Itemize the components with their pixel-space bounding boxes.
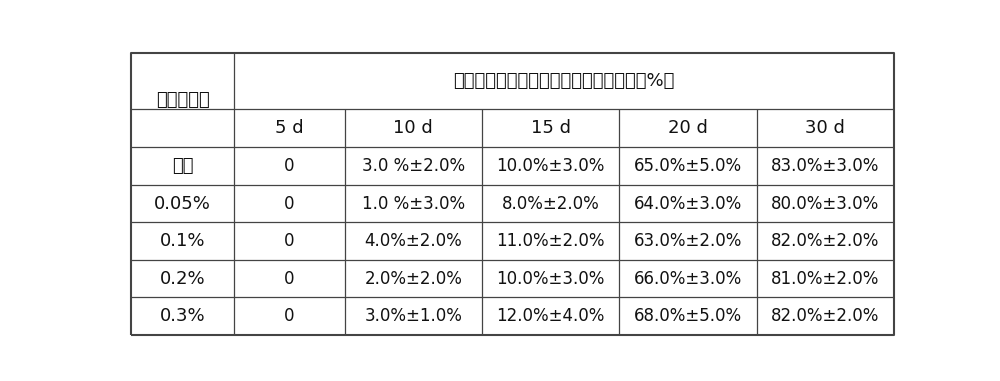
Text: 82.0%±2.0%: 82.0%±2.0% [771,307,879,325]
Text: 30 d: 30 d [805,119,845,138]
Text: 12.0%±4.0%: 12.0%±4.0% [496,307,605,325]
Text: 80.0%±3.0%: 80.0%±3.0% [771,195,879,213]
Text: 对照: 对照 [172,157,193,175]
Text: 15 d: 15 d [531,119,571,138]
Text: 64.0%±3.0%: 64.0%±3.0% [634,195,742,213]
Text: 3.0 %±2.0%: 3.0 %±2.0% [362,157,465,175]
Text: 68.0%±5.0%: 68.0%±5.0% [634,307,742,325]
Text: 3.0%±1.0%: 3.0%±1.0% [364,307,462,325]
Text: 双氧水处理: 双氧水处理 [156,91,210,109]
Text: 10.0%±3.0%: 10.0%±3.0% [496,269,605,288]
Text: 10.0%±3.0%: 10.0%±3.0% [496,157,605,175]
Text: 0: 0 [284,307,295,325]
Text: 81.0%±2.0%: 81.0%±2.0% [771,269,879,288]
Text: 8.0%±2.0%: 8.0%±2.0% [502,195,600,213]
Text: 5 d: 5 d [275,119,304,138]
Text: 0.05%: 0.05% [154,195,211,213]
Text: 65.0%±5.0%: 65.0%±5.0% [634,157,742,175]
Text: 66.0%±3.0%: 66.0%±3.0% [634,269,742,288]
Text: 0: 0 [284,195,295,213]
Text: 1.0 %±3.0%: 1.0 %±3.0% [362,195,465,213]
Text: 裸花紫珠种子发芽率随时间的变化梯度（%）: 裸花紫珠种子发芽率随时间的变化梯度（%） [453,72,675,90]
Text: 2.0%±2.0%: 2.0%±2.0% [364,269,462,288]
Text: 0: 0 [284,157,295,175]
Text: 0.1%: 0.1% [160,232,205,250]
Text: 63.0%±2.0%: 63.0%±2.0% [634,232,742,250]
Text: 10 d: 10 d [393,119,433,138]
Text: 0: 0 [284,232,295,250]
Text: 0: 0 [284,269,295,288]
Text: 83.0%±3.0%: 83.0%±3.0% [771,157,879,175]
Text: 0.3%: 0.3% [160,307,205,325]
Text: 4.0%±2.0%: 4.0%±2.0% [364,232,462,250]
Text: 11.0%±2.0%: 11.0%±2.0% [496,232,605,250]
Text: 82.0%±2.0%: 82.0%±2.0% [771,232,879,250]
Text: 20 d: 20 d [668,119,708,138]
Text: 0.2%: 0.2% [160,269,205,288]
